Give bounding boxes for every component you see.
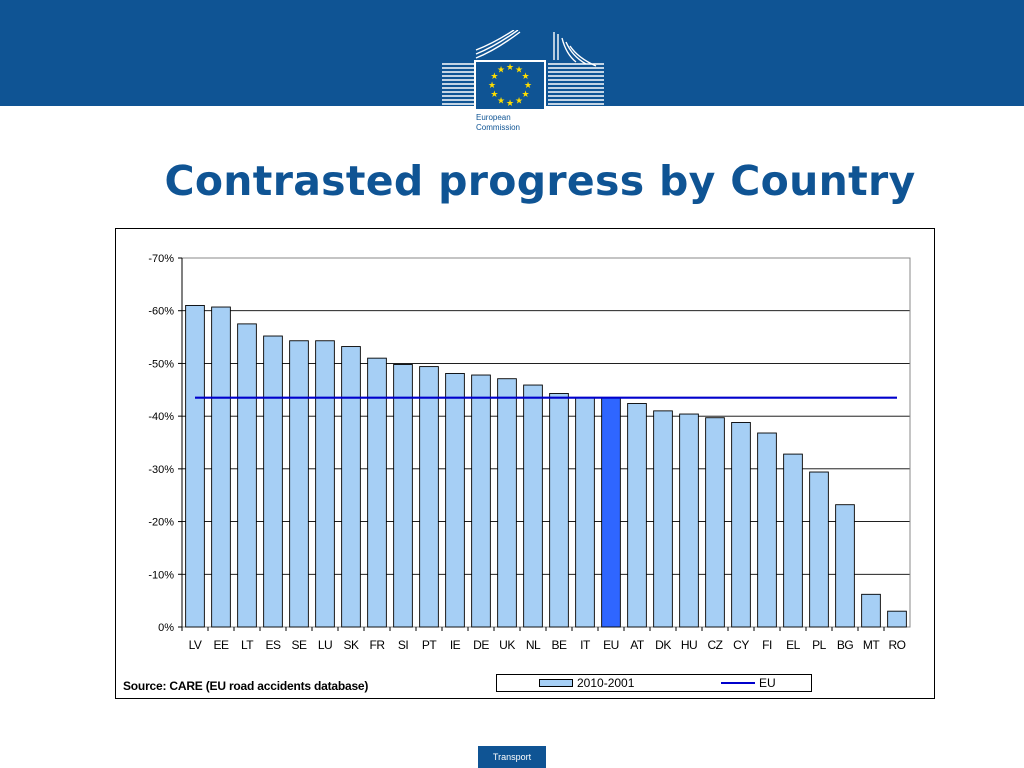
y-tick-label: 0% xyxy=(158,622,174,634)
bar-ro xyxy=(887,610,907,628)
bar-eu xyxy=(601,397,621,628)
x-tick-label: ES xyxy=(265,638,281,652)
eu-star-icon: ★ xyxy=(522,72,530,82)
x-tick-label: DK xyxy=(655,638,671,652)
page-title: Contrasted progress by Country xyxy=(164,157,916,205)
legend-swatch-line xyxy=(721,682,755,684)
bar-ee xyxy=(211,306,231,628)
legend-label-series-1: 2010-2001 xyxy=(577,676,635,690)
bar-pl xyxy=(809,471,829,628)
axis-layer: 0% -10% -20% -30% -40% -50% -60% -70% LV EE LT ES SE… xyxy=(148,253,906,652)
bar-es xyxy=(263,335,283,628)
bar-si xyxy=(393,364,413,628)
x-tick-label: PT xyxy=(422,638,438,652)
x-tick-label: SI xyxy=(398,638,409,652)
eu-stars-icon: ★ ★★★★★★★★★★★ xyxy=(488,63,532,109)
logo-text-line-1: European xyxy=(476,113,511,122)
bar-uk xyxy=(497,378,517,628)
x-tick-label: BG xyxy=(837,638,854,652)
bar-mt xyxy=(861,593,881,628)
x-tick-label: LU xyxy=(318,638,332,652)
y-tick-label: -50% xyxy=(148,358,174,370)
eu-star-icon: ★ xyxy=(515,97,523,107)
bar-pt xyxy=(419,366,439,628)
eu-star-icon: ★ xyxy=(506,99,514,109)
bar-lv xyxy=(185,304,205,628)
bar-dk xyxy=(653,410,673,628)
x-tick-label: RO xyxy=(889,638,906,652)
y-tick-label: -30% xyxy=(148,464,174,476)
x-tick-label: SE xyxy=(291,638,307,652)
eu-star-icon: ★ xyxy=(522,90,530,100)
y-tick-label: -20% xyxy=(148,517,174,529)
eu-star-icon: ★ xyxy=(488,81,496,91)
x-tick-label: EL xyxy=(786,638,801,652)
footer-tag: Transport xyxy=(478,746,546,768)
bar-cy xyxy=(731,422,751,628)
bar-lt xyxy=(237,323,257,628)
bar-cz xyxy=(705,417,725,628)
x-tick-label: FR xyxy=(370,638,386,652)
x-tick-label: AT xyxy=(630,638,645,652)
y-tick-label: -40% xyxy=(148,411,174,423)
bar-be xyxy=(549,393,569,628)
eu-star-icon: ★ xyxy=(524,81,532,91)
bar-de xyxy=(471,374,491,628)
legend-label-series-2: EU xyxy=(759,676,776,690)
building-lines-right xyxy=(548,32,604,105)
eu-star-icon: ★ xyxy=(515,65,523,75)
logo-text-line-2: Commission xyxy=(476,123,521,132)
x-tick-label: IT xyxy=(580,638,591,652)
x-tick-label: EE xyxy=(213,638,229,652)
chart-legend: 2010-2001 EU xyxy=(496,674,812,692)
bar-it xyxy=(575,397,595,628)
source-note: Source: CARE (EU road accidents database… xyxy=(123,679,369,693)
bar-chart: 0% -10% -20% -30% -40% -50% -60% -70% LV EE LT ES SE… xyxy=(148,253,911,652)
chart-frame: 0% -10% -20% -30% -40% -50% -60% -70% LV EE LT ES SE… xyxy=(115,228,935,699)
x-tick-label: IE xyxy=(450,638,461,652)
x-tick-label: FI xyxy=(762,638,772,652)
y-tick-label: -10% xyxy=(148,569,174,581)
bar-ie xyxy=(445,372,465,628)
x-tick-label: BE xyxy=(551,638,567,652)
bar-hu xyxy=(679,413,699,628)
eu-star-icon: ★ xyxy=(490,72,498,82)
eu-star-icon: ★ xyxy=(490,90,498,100)
bar-nl xyxy=(523,384,543,628)
x-tick-label: CZ xyxy=(708,638,723,652)
eu-star-icon: ★ xyxy=(497,97,505,107)
y-tick-label: -70% xyxy=(148,253,174,265)
legend-swatch-bar xyxy=(539,679,573,687)
x-tick-label: LV xyxy=(189,638,202,652)
eu-flag xyxy=(476,62,544,108)
bar-sk xyxy=(341,346,361,628)
x-tick-label: DE xyxy=(473,638,489,652)
eu-star-icon: ★ xyxy=(506,63,514,73)
bar-el xyxy=(783,453,803,628)
bar-bg xyxy=(835,504,855,628)
bar-lu xyxy=(315,340,335,628)
x-tick-label: CY xyxy=(733,638,749,652)
x-tick-label: NL xyxy=(526,638,541,652)
eu-star-icon: ★ xyxy=(497,65,505,75)
x-tick-label: UK xyxy=(499,638,515,652)
bar-se xyxy=(289,340,309,628)
bar-fi xyxy=(757,432,777,628)
x-tick-label: PL xyxy=(812,638,827,652)
bars-layer xyxy=(185,304,907,628)
bar-at xyxy=(627,403,647,628)
y-tick-label: -60% xyxy=(148,306,174,318)
bar-fr xyxy=(367,357,387,628)
commission-building-logo: ★ ★★★★★★★★★★★ xyxy=(442,30,604,142)
european-commission-logo: ★ ★ ★ ★ ★ ★ ★ ★ ★ ★ ★ ★ European Commission xyxy=(440,30,606,142)
x-tick-label: LT xyxy=(241,638,254,652)
x-tick-label: MT xyxy=(863,638,880,652)
x-tick-label: SK xyxy=(343,638,359,652)
building-lines-left xyxy=(442,30,521,105)
x-tick-label: EU xyxy=(603,638,619,652)
x-tick-label: HU xyxy=(681,638,697,652)
